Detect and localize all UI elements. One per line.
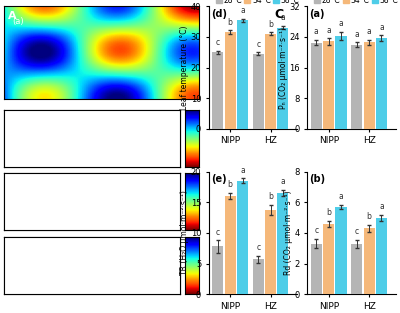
Text: (b): (b) [309, 174, 325, 184]
Text: (e): (e) [211, 174, 226, 184]
Bar [265, 210, 276, 294]
Y-axis label: Rd (CO₂ μmol·m⁻²·s⁻¹): Rd (CO₂ μmol·m⁻²·s⁻¹) [284, 191, 293, 275]
Text: b: b [228, 181, 233, 189]
Text: a: a [314, 27, 319, 36]
Bar [253, 54, 264, 129]
Bar [237, 20, 248, 129]
Bar [225, 196, 236, 294]
Bar [212, 52, 223, 129]
Bar [311, 244, 322, 294]
Bar [376, 218, 387, 294]
Bar [265, 34, 276, 129]
Text: c: c [216, 228, 220, 237]
Y-axis label: 34°C: 34°C [0, 193, 1, 210]
Text: (a): (a) [12, 17, 24, 26]
Text: (a): (a) [309, 9, 325, 19]
Bar [364, 42, 375, 129]
Text: b: b [228, 18, 233, 27]
Text: b: b [326, 208, 331, 217]
Text: c: c [314, 226, 318, 235]
Bar [212, 246, 223, 294]
Text: b: b [268, 192, 273, 201]
Text: A: A [8, 11, 16, 21]
Bar [336, 207, 346, 294]
Text: a: a [339, 192, 344, 201]
Bar [351, 44, 362, 129]
Bar [237, 181, 248, 294]
Text: a: a [280, 177, 285, 186]
Text: a: a [379, 23, 384, 32]
Text: a: a [367, 27, 372, 36]
Text: b: b [367, 212, 372, 221]
Y-axis label: Pₙ (CO₂ μmol·m⁻²·s⁻¹): Pₙ (CO₂ μmol·m⁻²·s⁻¹) [279, 27, 288, 109]
Bar [364, 228, 375, 294]
Text: NIPP: NIPP [50, 222, 64, 227]
Bar [277, 193, 288, 294]
Text: HZ: HZ [126, 158, 135, 163]
Text: HZ: HZ [126, 222, 135, 227]
Text: NIPP: NIPP [50, 158, 64, 163]
Bar [376, 38, 387, 129]
Bar [336, 36, 346, 129]
Text: a: a [326, 26, 331, 35]
Text: c: c [355, 227, 359, 236]
Y-axis label: 28°C: 28°C [0, 130, 1, 147]
Legend: 28°C, 34°C, 38°C: 28°C, 34°C, 38°C [213, 0, 302, 8]
Text: (c): (c) [8, 240, 18, 249]
Bar [253, 259, 264, 294]
Y-axis label: Leaf temperature (°C): Leaf temperature (°C) [180, 25, 189, 110]
Text: a: a [240, 166, 245, 175]
Bar [323, 42, 334, 129]
Text: a: a [280, 13, 285, 23]
Legend: 28°C, 34°C, 38°C: 28°C, 34°C, 38°C [311, 0, 400, 8]
Text: c: c [256, 39, 260, 49]
Text: c: c [216, 38, 220, 47]
Bar [323, 224, 334, 294]
Y-axis label: TR (H₂O μmol·m⁻²·s⁻¹): TR (H₂O μmol·m⁻²·s⁻¹) [180, 191, 189, 275]
Y-axis label: 38°C: 38°C [0, 257, 1, 275]
Bar [311, 43, 322, 129]
Text: HZ: HZ [126, 286, 135, 291]
Text: C: C [274, 8, 283, 21]
Text: c: c [256, 243, 260, 252]
Text: a: a [379, 202, 384, 211]
Text: a: a [339, 19, 344, 28]
Bar [225, 32, 236, 129]
Bar [351, 244, 362, 294]
Text: (d): (d) [211, 9, 227, 19]
Text: (b): (b) [8, 176, 18, 185]
Text: NIPP: NIPP [50, 286, 64, 291]
Bar [277, 28, 288, 129]
Text: (a): (a) [8, 112, 18, 121]
Text: a: a [354, 30, 359, 38]
Text: a: a [240, 6, 245, 15]
Text: b: b [268, 20, 273, 28]
